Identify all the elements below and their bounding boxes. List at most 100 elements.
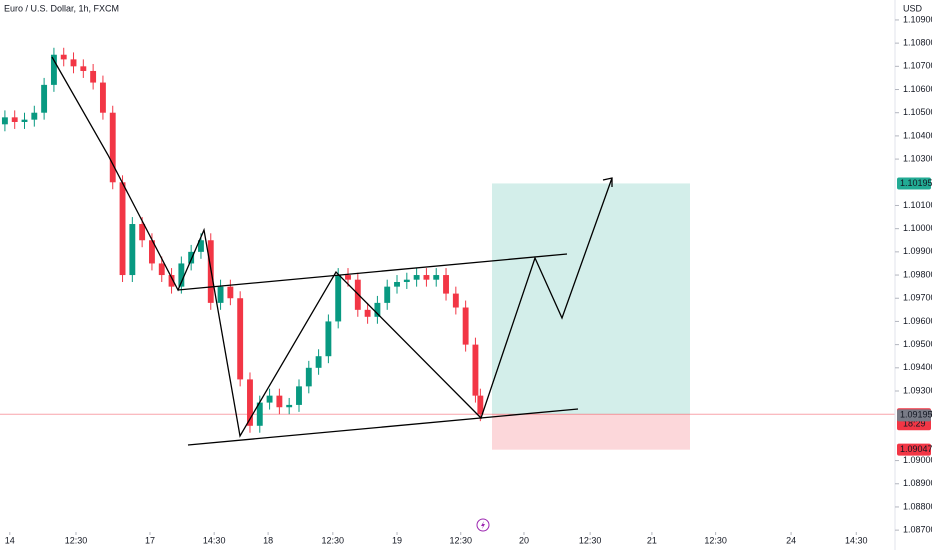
candle-body — [256, 402, 263, 426]
candle-body — [11, 117, 18, 122]
y-tick-label: 1.08900 — [903, 478, 932, 488]
drawings — [51, 56, 613, 446]
y-tick-label: 1.10800 — [903, 38, 932, 48]
x-tick-label: 14 — [5, 535, 15, 545]
candle-body — [364, 309, 371, 317]
target-zone — [492, 183, 690, 415]
y-tick-label: 1.10300 — [903, 153, 932, 163]
candle-body — [394, 282, 400, 287]
axis-unit: USD — [903, 3, 923, 13]
candle-body — [384, 286, 391, 303]
price-badge — [897, 443, 931, 456]
candle-body — [129, 224, 136, 276]
candle-body — [80, 66, 87, 71]
x-tick-label: 24 — [786, 535, 796, 545]
candle-body — [198, 240, 204, 252]
candle-body — [70, 59, 77, 67]
candle-body — [99, 82, 106, 113]
candle-body — [413, 275, 420, 280]
candle-body — [403, 279, 410, 283]
y-tick-label: 1.10000 — [903, 223, 932, 233]
x-tick-label: 14:30 — [203, 535, 226, 545]
candle-body — [1, 117, 8, 125]
channel-top — [177, 253, 568, 291]
position-zones — [0, 183, 895, 450]
channel-bottom — [187, 408, 579, 446]
candle-body — [335, 275, 342, 322]
candle-body — [31, 112, 38, 120]
candle-body — [472, 344, 479, 396]
candle-body — [433, 275, 440, 280]
candle-body — [305, 367, 312, 387]
candle-body — [188, 251, 195, 264]
price-badge-label: 1.09047 — [900, 444, 932, 454]
price-badge-label: 1.10195 — [900, 178, 932, 188]
y-tick-label: 1.09800 — [903, 269, 932, 279]
candle-body — [60, 54, 67, 60]
y-tick-label: 1.09300 — [903, 385, 932, 395]
candle-body — [90, 70, 97, 83]
y-tick-label: 1.10700 — [903, 61, 932, 71]
x-tick-label: 20 — [519, 535, 529, 545]
lightning-icon[interactable] — [476, 518, 490, 532]
y-tick-label: 1.09000 — [903, 455, 932, 465]
x-tick-label: 14:30 — [845, 535, 868, 545]
candle-body — [452, 293, 459, 308]
candle-body — [217, 286, 224, 303]
candle-body — [50, 54, 57, 85]
y-tick-label: 1.10100 — [903, 200, 932, 210]
x-tick-label: 12:30 — [704, 535, 727, 545]
candle-body — [462, 307, 469, 345]
candle-body — [227, 286, 234, 299]
price-badge-label: 1.09195 — [900, 410, 932, 420]
y-tick-label: 1.10600 — [903, 84, 932, 94]
price-badge — [897, 177, 931, 190]
candle-body — [158, 263, 165, 276]
candle-body — [149, 240, 155, 264]
chart-title: Euro / U.S. Dollar, 1h, FXCM — [4, 3, 119, 13]
arrow-head — [602, 177, 613, 187]
y-tick-label: 1.09900 — [903, 246, 932, 256]
y-tick-label: 1.09500 — [903, 339, 932, 349]
stop-zone — [492, 414, 690, 450]
y-tick-label: 1.08800 — [903, 501, 932, 511]
candle-body — [139, 224, 146, 241]
candle-body — [178, 263, 185, 287]
countdown-label: 18:29 — [903, 419, 926, 429]
candle-body — [374, 302, 381, 317]
y-tick-label: 1.09400 — [903, 362, 932, 372]
candle-body — [325, 321, 332, 357]
candle-body — [237, 298, 244, 380]
y-tick-label: 1.10500 — [903, 107, 932, 117]
candle-body — [109, 112, 116, 183]
y-tick-label: 1.10900 — [903, 14, 932, 24]
y-tick-label: 1.08700 — [903, 525, 932, 535]
candle-body — [119, 182, 126, 276]
candle-body — [443, 275, 449, 294]
x-tick-label: 18 — [263, 535, 273, 545]
y-tick-label: 1.09600 — [903, 316, 932, 326]
candle-body — [247, 379, 253, 426]
candle-body — [286, 404, 293, 408]
zigzag — [51, 56, 613, 438]
candle-body — [477, 395, 484, 415]
candle-body — [276, 395, 283, 408]
candle-body — [21, 119, 28, 122]
x-tick-label: 12:30 — [322, 535, 345, 545]
x-tick-label: 12:30 — [65, 535, 88, 545]
x-tick-label: 21 — [647, 535, 657, 545]
y-tick-label: 1.09700 — [903, 293, 932, 303]
x-tick-label: 17 — [145, 535, 155, 545]
x-tick-label: 19 — [392, 535, 402, 545]
icon-bolt[interactable] — [481, 521, 485, 529]
candle-body — [315, 356, 322, 368]
candle-body — [296, 386, 302, 405]
candle-body — [266, 395, 273, 403]
price-badge — [897, 409, 931, 422]
candle-body — [345, 275, 351, 280]
x-tick-label: 12:30 — [579, 535, 602, 545]
x-tick-label: 12:30 — [449, 535, 472, 545]
y-tick-label: 1.10400 — [903, 130, 932, 140]
